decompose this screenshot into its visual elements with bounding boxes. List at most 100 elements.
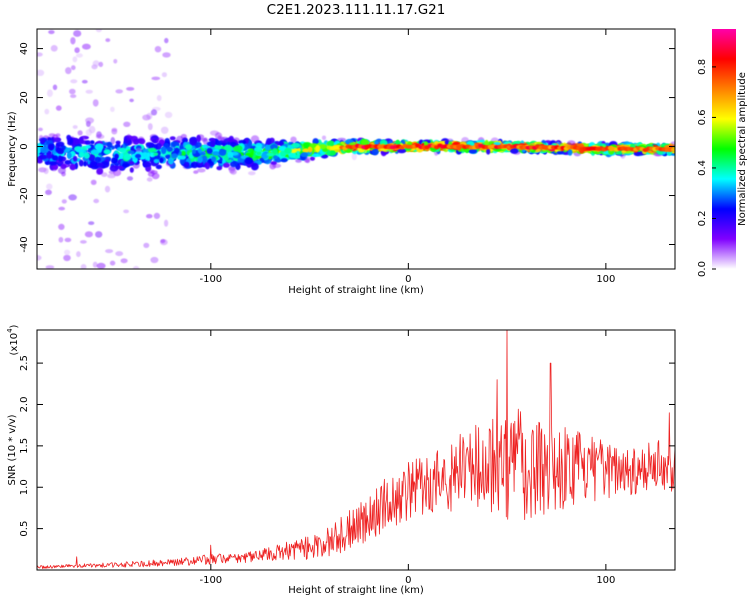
spectrogram-cell: [95, 29, 102, 33]
spectrogram-cell: [321, 135, 327, 141]
spectrogram-cell: [96, 162, 105, 167]
colorbar-label: Normalized spectral amplitude: [737, 72, 748, 226]
spectrogram-cell: [154, 46, 162, 53]
spectrogram-cell: [251, 162, 259, 171]
snr-x-tick-label: -100: [199, 575, 222, 586]
spectrogram-cell: [216, 166, 223, 171]
spectrogram-cell: [138, 138, 146, 145]
spectrogram-cell: [143, 242, 150, 248]
snr-frame: [36, 329, 676, 571]
spectrogram-cell: [52, 84, 58, 91]
spectrogram-cell: [486, 148, 491, 155]
spectrogram-cell: [184, 144, 193, 151]
spectrogram-cell: [196, 134, 202, 143]
spectrogram-cell: [304, 158, 310, 163]
spectrogram-cell: [58, 223, 65, 230]
spectrogram-y-tick-label: 0: [19, 143, 30, 149]
spectrogram-cell: [147, 169, 155, 174]
spectrogram-cell: [567, 149, 573, 156]
spectrogram-panel: -100 0 100 -40 -20 0 20 40 Height of straight …: [7, 28, 676, 296]
spectrogram-cell: [80, 264, 87, 269]
spectrogram-cell: [58, 206, 65, 211]
spectrogram-cell: [145, 142, 154, 147]
spectrogram-cell: [123, 209, 129, 214]
spectrogram-cell: [302, 148, 310, 153]
spectrogram-cell: [256, 151, 262, 156]
spectrogram-cell: [146, 214, 153, 219]
spectrogram-cell: [46, 183, 53, 190]
spectrogram-cell: [214, 145, 223, 150]
spectrogram-cell: [81, 79, 88, 84]
spectrogram-cell: [115, 89, 123, 94]
spectrogram-cell: [247, 148, 253, 153]
snr-panel: -100 0 100 0.5 1.0 1.5 2.0 2.5 Height of strai…: [6, 324, 676, 596]
spectrogram-y-tick-label: -40: [19, 236, 30, 252]
spectrogram-cell: [150, 109, 158, 116]
spectrogram-cell: [153, 159, 160, 164]
snr-y-tick-label: 1.0: [19, 479, 30, 495]
spectrogram-y-tick-label: 40: [19, 42, 30, 55]
spectrogram-cell: [161, 146, 167, 155]
spectrogram-cell: [110, 137, 116, 145]
spectrogram-cell: [266, 152, 274, 157]
snr-y-scale-prefix: (x10: [9, 333, 20, 356]
spectrogram-cell: [58, 237, 64, 243]
spectrogram-cell: [278, 141, 285, 146]
spectrogram-cell: [374, 140, 379, 145]
spectrogram-cell: [57, 167, 66, 175]
spectrogram-cell: [190, 161, 199, 169]
spectrogram-cell: [38, 127, 43, 132]
spectrogram-cell: [40, 146, 49, 154]
spectrogram-cell: [50, 45, 58, 52]
spectrogram-cell: [189, 138, 197, 146]
spectrogram-cell: [174, 147, 180, 154]
spectrogram-cell: [337, 137, 346, 142]
spectrogram-cell: [110, 106, 115, 113]
spectrogram-cell: [164, 111, 173, 119]
spectrogram-cell: [69, 163, 77, 171]
spectrogram-cell: [360, 139, 369, 147]
spectrogram-cell: [113, 59, 118, 64]
spectrogram-cell: [65, 67, 72, 75]
spectrogram-cell: [57, 147, 65, 155]
spectrogram-cell: [272, 148, 278, 155]
spectrogram-x-tick-label: -100: [199, 274, 222, 285]
spectrogram-cell: [88, 154, 96, 162]
spectrogram-cell: [227, 151, 234, 159]
spectrogram-cell: [43, 167, 49, 175]
spectrogram-cell: [253, 146, 263, 152]
snr-x-tick-label: 0: [405, 575, 411, 586]
spectrogram-cell: [160, 239, 166, 244]
spectrogram-cell: [105, 249, 114, 254]
spectrogram-cell: [115, 251, 124, 257]
spectrogram-cell: [210, 140, 216, 148]
spectrogram-cell: [82, 43, 91, 50]
spectrogram-cell: [160, 126, 169, 134]
spectrogram-cell: [80, 240, 87, 244]
spectrogram-cell: [224, 145, 233, 152]
spectrogram-cell: [106, 141, 113, 148]
spectrogram-cell: [264, 144, 271, 151]
snr-y-scale-suffix: ): [9, 324, 20, 328]
spectrogram-cell: [135, 153, 142, 159]
spectrogram-cell: [270, 161, 277, 165]
spectrogram-cell: [78, 159, 84, 167]
spectrogram-cell: [55, 141, 65, 147]
spectrogram-cell: [75, 53, 83, 58]
spectrogram-cell: [162, 52, 171, 58]
spectrogram-cell: [220, 136, 230, 144]
spectrogram-cell: [117, 165, 125, 170]
spectrogram-cell: [85, 144, 92, 149]
spectrogram-cell: [37, 255, 42, 261]
spectrogram-cell: [93, 198, 100, 204]
spectrogram-y-tick-label: -20: [19, 187, 30, 203]
spectrogram-cell: [211, 156, 217, 163]
spectrogram-cell: [132, 265, 140, 269]
spectrogram-cell: [71, 137, 80, 146]
snr-y-tick-label: 2.0: [19, 397, 30, 413]
spectrogram-cell: [218, 149, 227, 156]
spectrogram-cell: [37, 159, 43, 164]
spectrogram-cell: [92, 261, 98, 268]
spectrogram-cell: [48, 30, 55, 35]
spectrogram-cell: [120, 258, 128, 264]
